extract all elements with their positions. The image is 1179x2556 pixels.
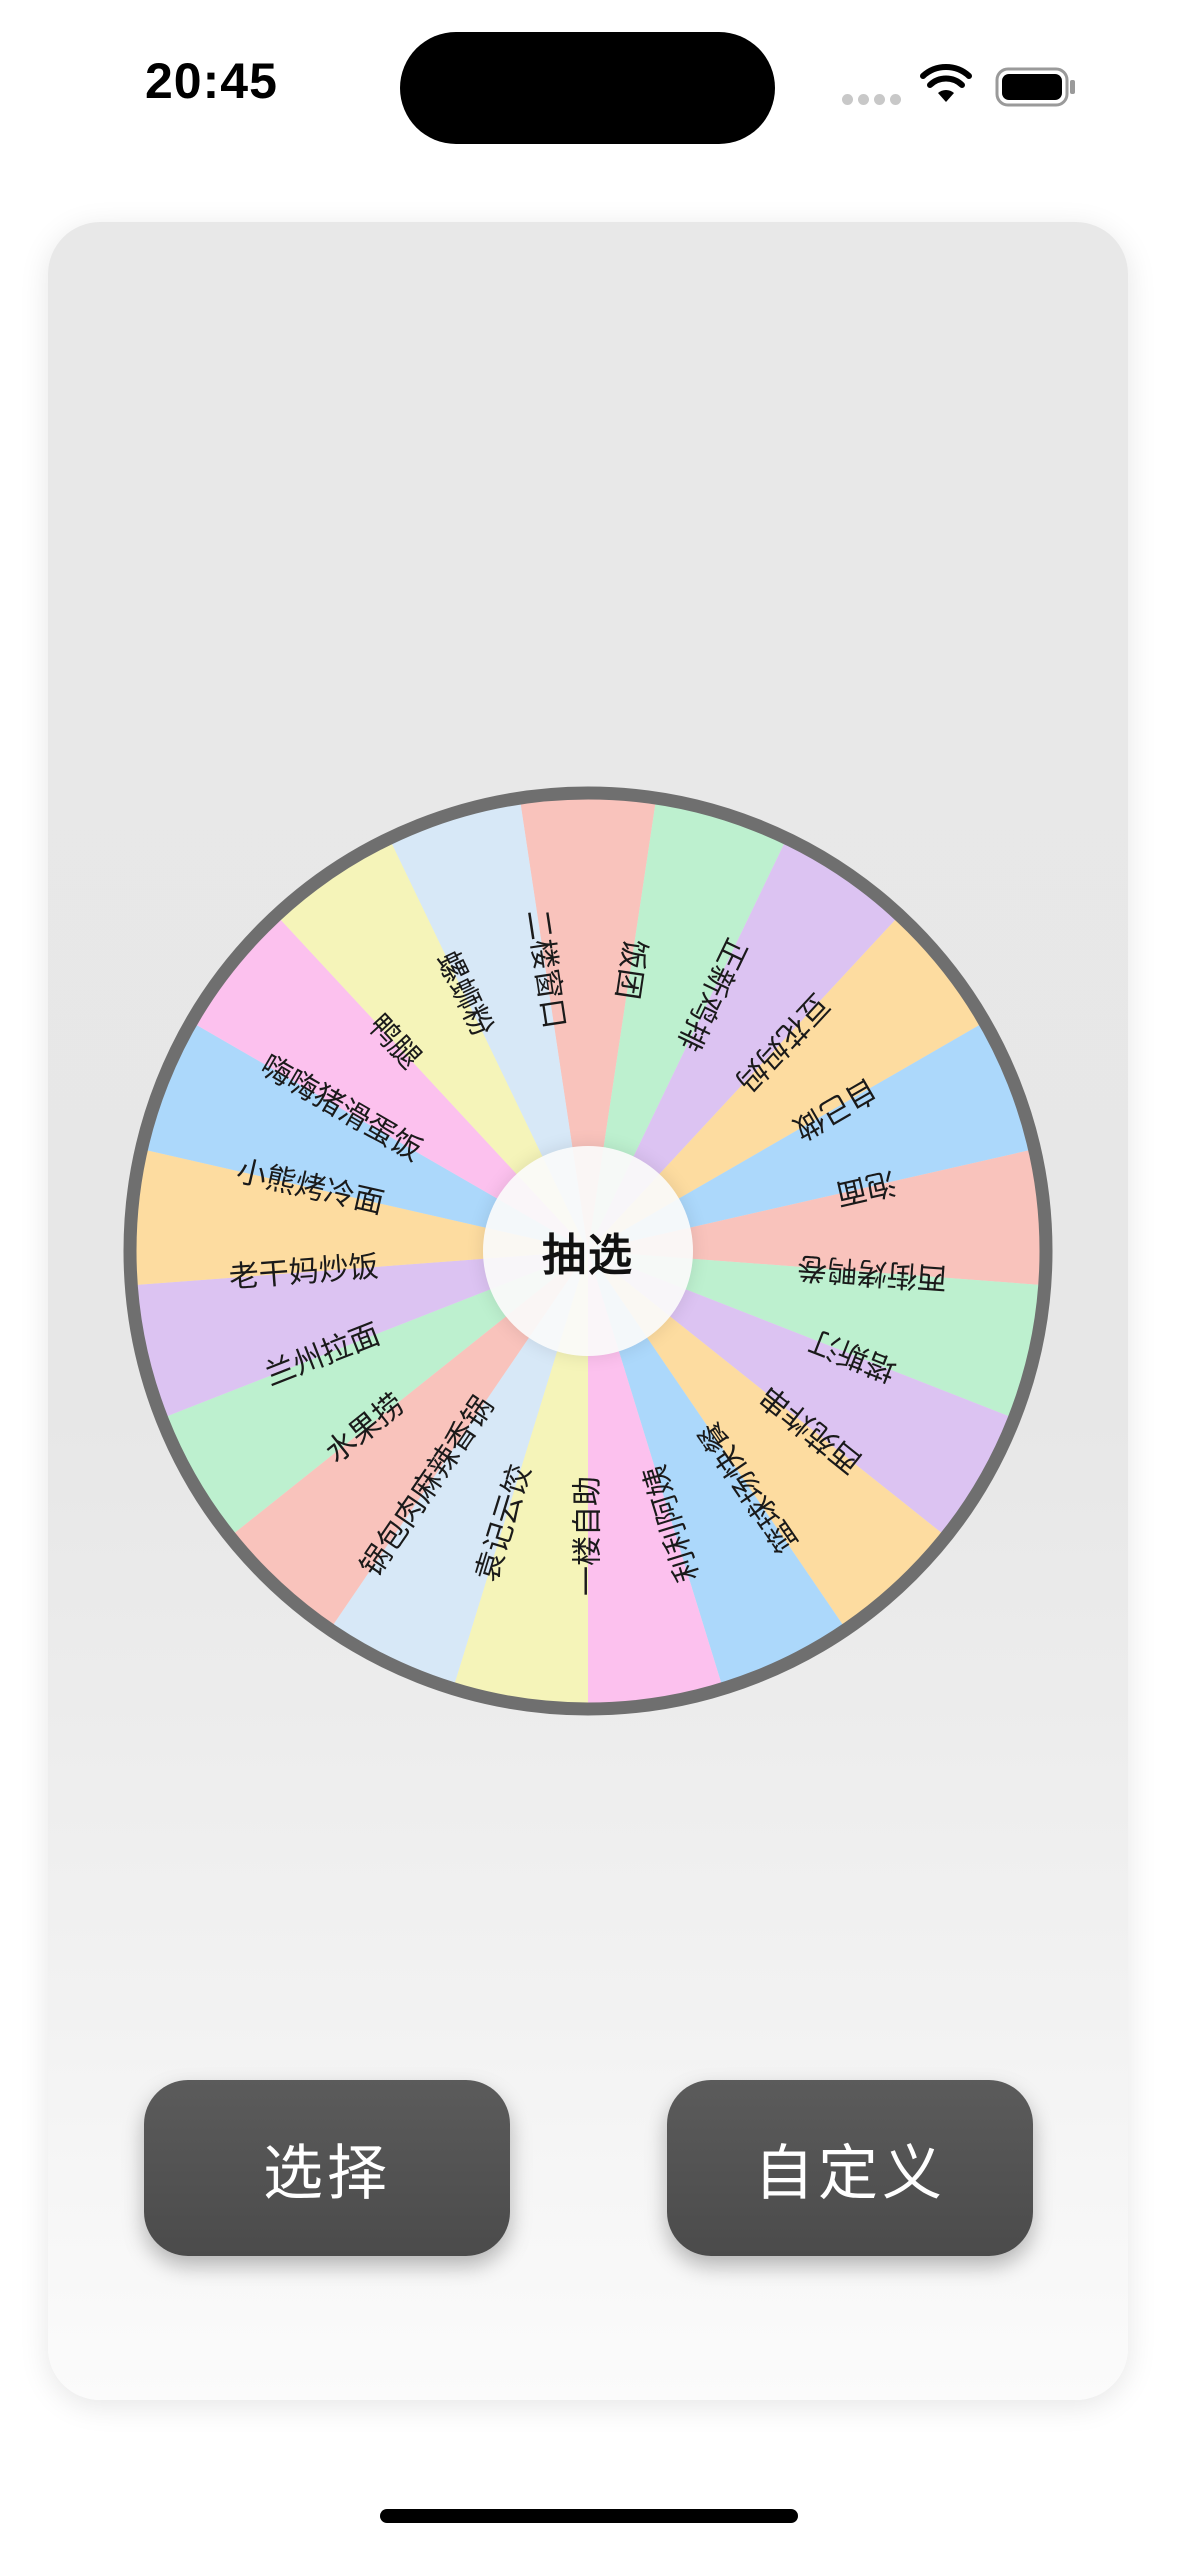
wheel-border — [123, 786, 1053, 1716]
wheel-segment — [453, 1251, 588, 1707]
wheel-segment — [588, 1251, 845, 1687]
customize-button[interactable]: 自定义 — [667, 2080, 1033, 2256]
wheel-segment — [331, 1251, 588, 1687]
wheel-segment — [133, 1251, 588, 1418]
wheel-segment — [588, 1149, 1044, 1286]
wheel-segment — [143, 1023, 588, 1251]
wheel-segment — [588, 1251, 1013, 1536]
dynamic-island — [400, 32, 775, 144]
wheel-segment — [132, 1149, 588, 1286]
wheel-segment — [588, 1251, 723, 1707]
status-time: 20:45 — [145, 53, 278, 109]
wheel-segment — [231, 1251, 588, 1628]
select-button[interactable]: 选择 — [144, 2080, 510, 2256]
wheel-segment — [163, 1251, 588, 1536]
wheel-segment — [588, 840, 899, 1251]
wifi-icon — [920, 64, 972, 102]
battery-icon — [995, 67, 1075, 107]
wheel-segment — [588, 800, 786, 1251]
wheel-segment-label: 一楼自助 — [571, 1476, 606, 1596]
wheel-segment — [277, 840, 588, 1251]
cellular-signal-icon — [842, 94, 902, 106]
wheel-segment — [193, 916, 588, 1251]
wheel-segment — [390, 800, 588, 1251]
wheel-segment — [588, 1251, 945, 1628]
wheel-graphic: 饭团 正新鸡排豆花妈妈自己做泡面西街烤鸭卷塔斯汀西苑炸串篮球场快餐利利阿姨一楼自助… — [123, 786, 1053, 1716]
wheel-segment — [588, 916, 983, 1251]
wheel-segment — [588, 1023, 1033, 1251]
wheel-segment — [520, 794, 656, 1251]
draw-button-label: 抽选 — [542, 1231, 634, 1280]
prize-wheel[interactable]: 饭团 正新鸡排 豆花妈妈 自己做 泡面 西街烤鸭卷 塔斯汀 西苑炸串 篮球场快餐 利利阿姨 一楼自助… — [123, 786, 1053, 1716]
wheel-segment — [588, 1251, 1043, 1418]
home-indicator — [380, 2509, 798, 2523]
draw-button[interactable]: 抽选 — [483, 1146, 693, 1356]
